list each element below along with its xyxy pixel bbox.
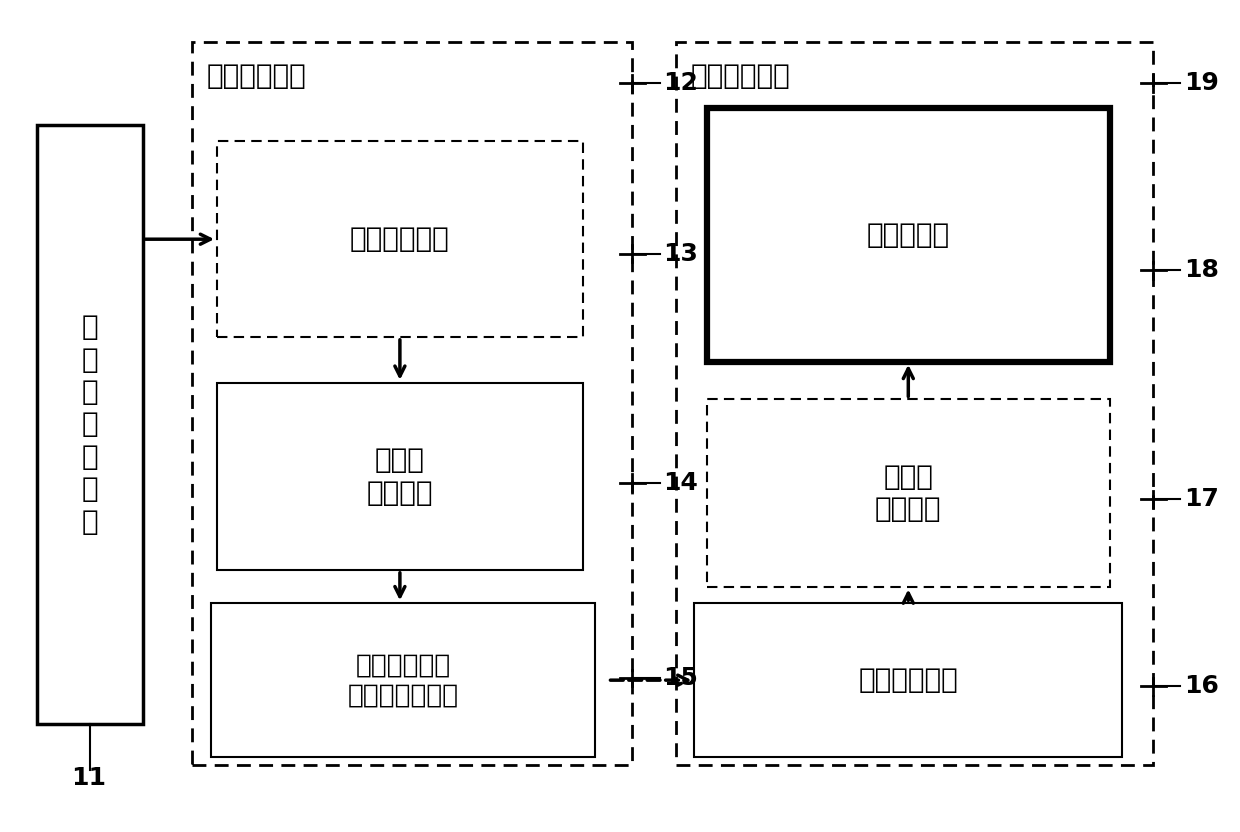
Text: 18: 18 (1184, 259, 1219, 282)
Text: 12: 12 (663, 72, 698, 95)
Text: 无线接收模块: 无线接收模块 (691, 62, 790, 91)
Bar (707, 108, 1110, 362)
Text: 11: 11 (71, 766, 105, 790)
Text: 13: 13 (663, 242, 698, 265)
Text: 无线发射模块: 无线发射模块 (207, 62, 306, 91)
Text: 16: 16 (1184, 675, 1219, 698)
Bar (217, 141, 583, 337)
Bar (676, 42, 1153, 765)
Text: 14: 14 (663, 471, 698, 494)
Text: 15: 15 (663, 666, 698, 690)
Text: 车载显示端: 车载显示端 (867, 221, 950, 249)
Bar (217, 383, 583, 570)
Text: 交
通
信
号
灯
接
口: 交 通 信 号 灯 接 口 (82, 313, 98, 536)
Text: 17: 17 (1184, 488, 1219, 511)
Text: 信号采集设备: 信号采集设备 (350, 225, 450, 253)
Bar (211, 603, 595, 757)
Text: 19: 19 (1184, 72, 1219, 95)
Bar (192, 42, 632, 765)
Bar (707, 399, 1110, 587)
Text: 单片机
（解码）: 单片机 （解码） (875, 463, 941, 523)
Text: 信号发送设备
（含定向天线）: 信号发送设备 （含定向天线） (347, 652, 459, 708)
Text: 单片机
（编码）: 单片机 （编码） (367, 446, 433, 507)
Text: 车载接收设备: 车载接收设备 (858, 666, 959, 694)
Bar (694, 603, 1122, 757)
Bar (37, 125, 143, 724)
